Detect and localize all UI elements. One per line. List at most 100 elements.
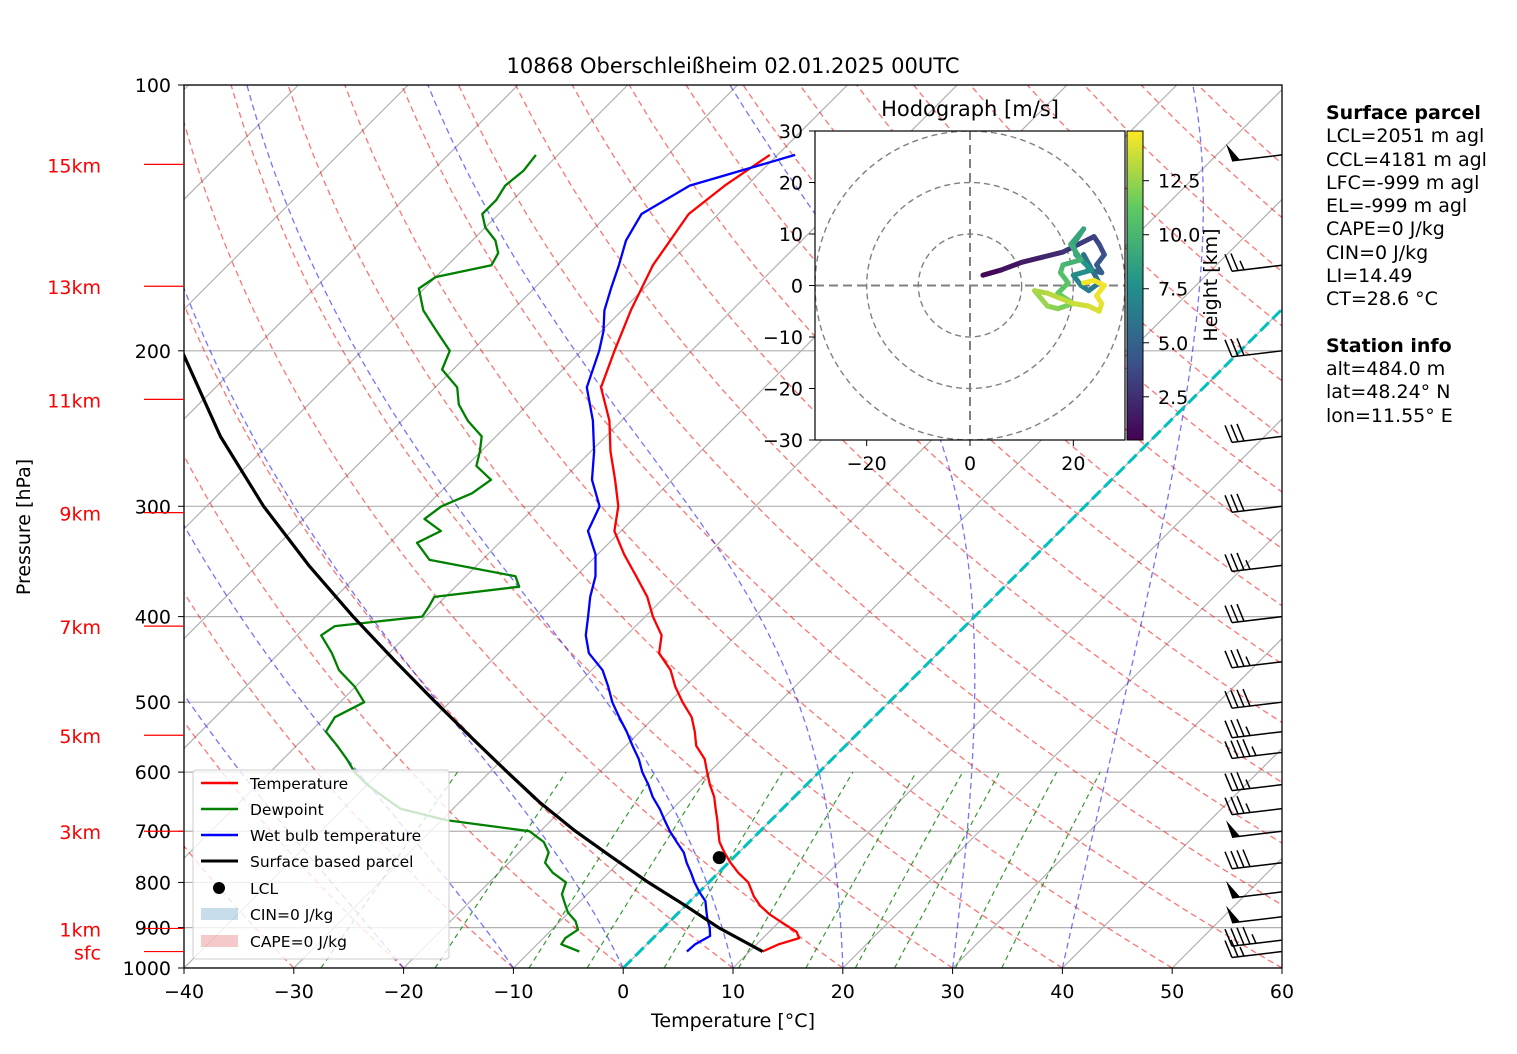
legend: Temperature Dewpoint Wet bulb temperatur… [192, 769, 450, 960]
isotherm-line [952, 637, 1282, 968]
hodograph-y-label: 20 [779, 173, 803, 195]
x-tick-label: −10 [493, 981, 533, 1003]
legend-label-cin: CIN=0 J/kg [250, 906, 333, 924]
height-marker-label: 13km [47, 277, 101, 299]
wind-barb-full [1242, 738, 1251, 757]
dry-adiabat [514, 85, 1282, 844]
wind-barb-staff [1231, 701, 1283, 709]
wind-barb [1224, 649, 1283, 669]
wind-barb-full [1236, 927, 1245, 946]
wind-barb-full [1242, 849, 1251, 867]
wind-barb-full [1224, 650, 1233, 669]
wind-barb-full [1224, 339, 1233, 358]
wind-barb-staff [1231, 435, 1283, 444]
legend-swatch-cin [201, 908, 238, 920]
moist-adiabat [184, 286, 624, 968]
wind-barb-full [1224, 690, 1233, 709]
y-tick-label: 600 [135, 762, 171, 784]
wind-barb-full [1236, 423, 1245, 442]
height-marker-label: 7km [59, 617, 101, 639]
info-cin: CIN=0 J/kg [1326, 241, 1429, 264]
wind-barb-half [1251, 746, 1257, 756]
hodograph-x-label: 20 [1061, 453, 1085, 475]
wind-barb-half [1251, 933, 1257, 944]
wind-barb-full [1236, 603, 1245, 622]
wind-barb-full [1236, 771, 1245, 790]
wind-barb-staff [1231, 830, 1283, 838]
colorbar-tick-label: 5.0 [1158, 333, 1188, 355]
wind-barb-half [1239, 260, 1245, 271]
wind-barb-full [1230, 928, 1239, 946]
wind-barb-staff [1231, 939, 1283, 947]
colorbar-tick-label: 2.5 [1158, 387, 1188, 409]
isotherm-line [184, 85, 409, 311]
info-alt: alt=484.0 m [1326, 357, 1446, 380]
wind-barb-staff [1231, 564, 1283, 573]
x-tick-label: 40 [1050, 981, 1074, 1003]
moist-adiabat [1061, 85, 1204, 968]
wind-barb [1224, 849, 1283, 870]
wind-barb-full [1236, 718, 1245, 737]
wind-barb-pennant [1226, 143, 1240, 161]
wind-barb-half [1245, 779, 1251, 789]
x-tick-label: −40 [164, 981, 204, 1003]
wind-barb-staff [1231, 807, 1283, 816]
mixing-ratio-line [894, 771, 1001, 968]
hodograph-y-label: −10 [763, 327, 803, 349]
x-axis-ticks: −40 −30 −20 −10 0 10 20 30 40 50 60 [164, 968, 1294, 1003]
wind-barb [1224, 603, 1283, 624]
wind-barb [1224, 738, 1283, 760]
wind-barb-full [1224, 797, 1233, 815]
colorbar-label: Height [km] [1200, 228, 1222, 341]
x-tick-label: 60 [1270, 981, 1294, 1003]
wind-barb-full [1230, 939, 1239, 958]
legend-swatch-cape [201, 935, 238, 947]
hodograph-segment [1068, 241, 1084, 263]
mixing-ratio-line [854, 771, 964, 968]
height-marker-label: 1km [59, 919, 101, 941]
wind-barb-staff [1231, 154, 1283, 162]
legend-label-dewpoint: Dewpoint [250, 801, 324, 819]
hodograph-y-label: 10 [779, 224, 803, 246]
wind-barbs [1224, 143, 1283, 959]
legend-swatch-lcl [213, 882, 225, 894]
colorbar-ticks: 2.5 5.0 7.5 10.0 12.5 [1143, 171, 1200, 409]
legend-label-temperature: Temperature [249, 775, 348, 793]
height-marker-label: 15km [47, 155, 101, 177]
info-lon: lon=11.55° E [1326, 404, 1453, 427]
wind-barb [1224, 926, 1283, 947]
wind-barb [1224, 493, 1283, 514]
hodograph-segment [1070, 301, 1092, 309]
info-ccl: CCL=4181 m agl [1326, 148, 1487, 171]
wind-barb-full [1224, 605, 1233, 623]
hodograph-segment [1076, 234, 1097, 247]
isotherm-line [732, 418, 1282, 968]
hodograph-segment [1039, 249, 1066, 260]
wind-barb-full [1236, 338, 1245, 356]
mixing-ratio-line [738, 771, 854, 968]
y-tick-label: 200 [135, 341, 171, 363]
hodograph-segment [1070, 267, 1094, 278]
profile-lines [184, 153, 801, 953]
wind-barb-staff [1231, 350, 1283, 358]
wind-barb-full [1242, 688, 1251, 707]
x-tick-label: 50 [1160, 981, 1184, 1003]
colorbar-tick-label: 7.5 [1158, 279, 1188, 301]
zero-degree-line [622, 307, 1282, 968]
info-li: LI=14.49 [1326, 265, 1413, 288]
height-marker-label: 3km [59, 822, 101, 844]
isotherm-line [512, 198, 1282, 968]
wind-barb-half [1245, 559, 1251, 570]
hodograph-ticks: −20 0 20 30 20 10 0 −10 −20 −30 [763, 121, 1086, 475]
y-tick-label: 100 [135, 75, 171, 97]
wind-barb-full [1230, 494, 1239, 512]
wind-barb-full [1230, 796, 1239, 815]
wind-barb-staff [1231, 891, 1283, 899]
wind-barb-staff [1231, 615, 1283, 624]
wind-barb-pennant [1226, 820, 1240, 838]
x-tick-label: 30 [941, 981, 965, 1003]
wind-barb-half [1245, 656, 1251, 666]
wind-barb [1224, 552, 1283, 573]
wind-barb-full [1230, 690, 1239, 708]
